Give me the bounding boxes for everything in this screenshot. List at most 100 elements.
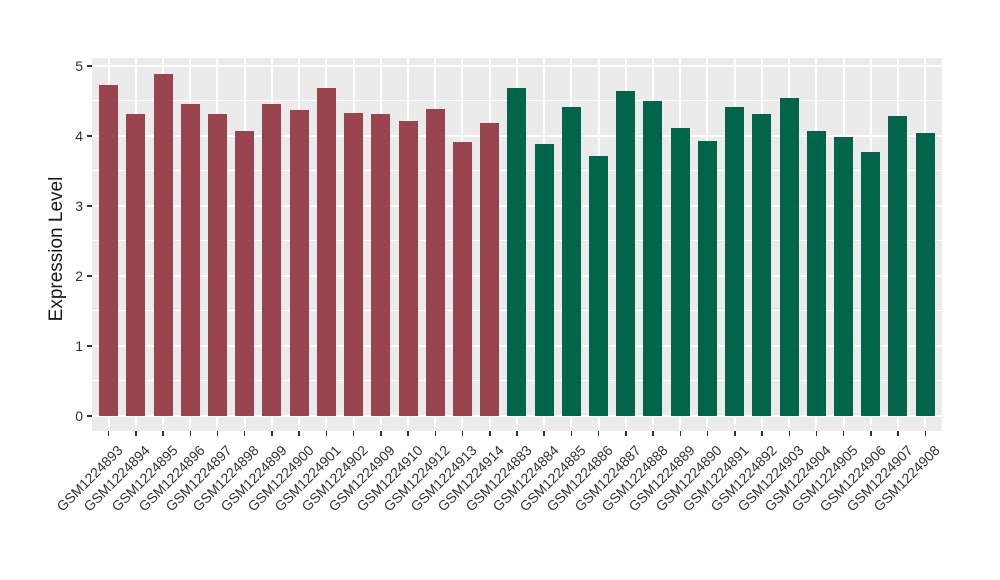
bar-GSM1224883 [507, 87, 527, 416]
plot-panel [92, 58, 942, 431]
category-slot [313, 58, 340, 431]
x-tick-mark [107, 431, 110, 436]
category-slot [612, 58, 639, 431]
y-tick-label: 0 [75, 408, 83, 424]
bar-GSM1224907 [888, 115, 908, 416]
bar-GSM1224906 [861, 152, 881, 416]
x-tick-mark [516, 431, 518, 436]
category-slot [803, 58, 830, 431]
category-slot [748, 58, 775, 431]
y-tick-label: 5 [75, 58, 83, 74]
y-tick-mark [87, 345, 92, 347]
bar-GSM1224910 [398, 121, 418, 416]
category-slot [585, 58, 612, 431]
category-slot [694, 58, 721, 431]
bar-GSM1224898 [235, 131, 255, 416]
bar-GSM1224885 [561, 106, 581, 416]
bars-layer [95, 58, 939, 431]
x-tick-mark [870, 431, 872, 436]
x-tick-mark [625, 431, 627, 436]
y-tick-mark [87, 65, 92, 67]
x-tick-mark [652, 431, 654, 436]
category-slot [503, 58, 530, 431]
x-tick-mark [434, 431, 437, 436]
x-tick-mark [461, 431, 464, 436]
y-tick-mark [87, 275, 92, 277]
x-tick-mark [706, 431, 709, 436]
category-slot [476, 58, 503, 431]
category-slot [95, 58, 122, 431]
x-tick-mark [380, 431, 382, 436]
bar-GSM1224890 [697, 140, 717, 416]
category-slot [667, 58, 694, 431]
category-slot [884, 58, 911, 431]
x-tick-mark [271, 431, 273, 436]
category-slot [122, 58, 149, 431]
category-slot [231, 58, 258, 431]
category-slot [912, 58, 939, 431]
category-slot [177, 58, 204, 431]
x-tick-mark [298, 431, 300, 436]
category-slot [394, 58, 421, 431]
x-tick-mark [815, 431, 818, 436]
category-slot [422, 58, 449, 431]
bar-GSM1224905 [834, 136, 854, 416]
x-tick-mark [407, 431, 409, 436]
bar-GSM1224895 [153, 74, 173, 416]
category-slot [449, 58, 476, 431]
bar-GSM1224909 [371, 113, 391, 416]
category-slot [204, 58, 231, 431]
bar-GSM1224889 [670, 128, 690, 416]
bar-GSM1224896 [180, 103, 200, 416]
bar-GSM1224912 [425, 109, 445, 416]
x-tick-mark [352, 431, 355, 436]
y-tick-label: 2 [75, 268, 83, 284]
category-slot [286, 58, 313, 431]
x-tick-mark [734, 431, 736, 436]
x-tick-mark [216, 431, 219, 436]
bar-GSM1224904 [806, 131, 826, 416]
category-slot [721, 58, 748, 431]
bar-GSM1224894 [126, 113, 146, 416]
x-tick-mark [489, 431, 491, 436]
y-tick-label: 4 [75, 128, 83, 144]
category-slot [775, 58, 802, 431]
x-tick-mark [243, 431, 246, 436]
y-tick-label: 3 [75, 198, 83, 214]
x-tick-mark [570, 431, 573, 436]
category-slot [558, 58, 585, 431]
x-tick-mark [135, 431, 137, 436]
category-slot [367, 58, 394, 431]
bar-GSM1224914 [480, 123, 500, 416]
category-slot [258, 58, 285, 431]
x-tick-mark [761, 431, 763, 436]
x-tick-mark [924, 431, 927, 436]
bar-GSM1224899 [262, 103, 282, 416]
x-tick-mark [597, 431, 600, 436]
x-tick-mark [679, 431, 682, 436]
y-tick-mark [87, 415, 92, 417]
bar-GSM1224884 [534, 144, 554, 416]
x-tick-mark [543, 431, 545, 436]
x-tick-mark [788, 431, 790, 436]
category-slot [340, 58, 367, 431]
bar-GSM1224901 [316, 87, 336, 416]
bar-GSM1224886 [589, 156, 609, 416]
bar-GSM1224893 [99, 84, 119, 416]
category-slot [149, 58, 176, 431]
category-slot [857, 58, 884, 431]
category-slot [830, 58, 857, 431]
bar-GSM1224913 [452, 141, 472, 416]
bar-GSM1224891 [725, 106, 745, 416]
x-tick-mark [897, 431, 899, 436]
bar-GSM1224903 [779, 97, 799, 416]
bar-GSM1224902 [344, 112, 364, 416]
y-axis-title: Expression Level [46, 176, 67, 322]
x-tick-mark [162, 431, 164, 436]
x-tick-mark [842, 431, 845, 436]
category-slot [639, 58, 666, 431]
x-tick-mark [189, 431, 192, 436]
bar-GSM1224908 [915, 133, 935, 416]
bar-GSM1224887 [616, 90, 636, 416]
y-tick-mark [87, 135, 92, 137]
